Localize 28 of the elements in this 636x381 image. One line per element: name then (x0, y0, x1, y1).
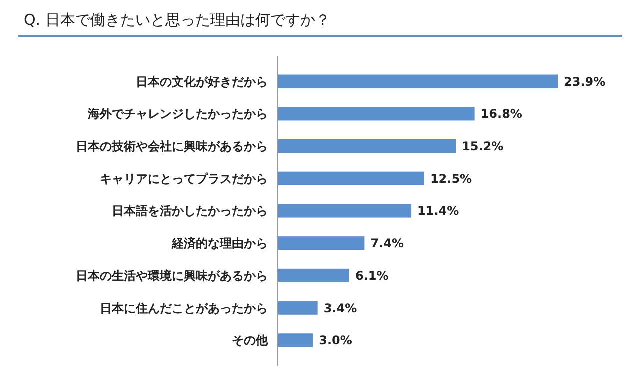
bar (278, 268, 350, 283)
bar (278, 172, 424, 186)
bar (278, 204, 412, 218)
y-tick-label: キャリアにとってプラスだから (100, 172, 268, 186)
y-tick-label: 日本の技術や会社に興味があるから (76, 139, 268, 154)
y-tick-label: 海外でチャレンジしたかったから (87, 107, 268, 122)
chart-title: Q. 日本で働きたいと思った理由は何ですか？ (24, 11, 330, 29)
y-tick-label: 経済的な理由から (171, 236, 268, 251)
data-label: 3.4% (324, 301, 358, 316)
y-tick-label: 日本の文化が好きだから (136, 74, 268, 89)
data-label: 11.4% (418, 204, 460, 218)
y-tick-label: 日本に住んだことがあったから (100, 301, 268, 316)
y-tick-label: 日本語を活かしたかったから (112, 204, 268, 218)
data-label: 23.9% (564, 74, 606, 89)
bar (278, 334, 314, 348)
y-tick-label: その他 (232, 334, 269, 348)
bar (278, 74, 558, 88)
bar (278, 139, 456, 154)
data-label: 3.0% (319, 334, 352, 348)
bar (278, 301, 318, 315)
data-label: 16.8% (480, 107, 522, 122)
bar (278, 236, 365, 250)
data-label: 12.5% (430, 172, 472, 186)
bar (278, 107, 475, 121)
y-tick-label: 日本の生活や環境に興味があるから (76, 268, 268, 283)
data-label: 6.1% (355, 268, 389, 283)
data-label: 7.4% (370, 236, 404, 251)
data-label: 15.2% (462, 139, 504, 154)
